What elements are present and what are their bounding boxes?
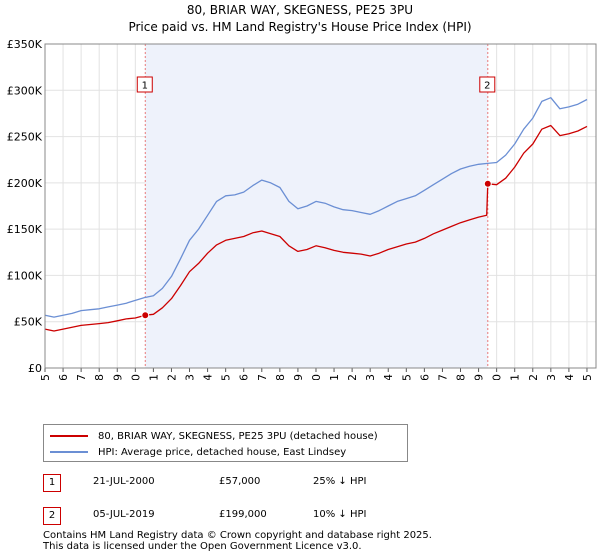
shaded-ownership-region — [144, 44, 489, 368]
x-tick-label: 2017 — [436, 374, 449, 380]
y-tick-label: £100K — [7, 269, 43, 282]
x-tick-label: 1999 — [111, 374, 124, 380]
legend-swatch-hpi — [50, 451, 88, 453]
transaction-hpi-diff: 10% ↓ HPI — [313, 509, 367, 520]
transaction-badge: 1 — [43, 474, 61, 492]
x-tick-label: 2002 — [165, 374, 178, 380]
chart-title: 80, BRIAR WAY, SKEGNESS, PE25 3PU — [186, 3, 414, 17]
y-tick-label: £300K — [7, 84, 43, 97]
legend-swatch-property — [50, 435, 88, 437]
x-tick-label: 2013 — [364, 374, 377, 380]
transaction-date: 21-JUL-2000 — [93, 476, 155, 487]
y-tick-label: £50K — [14, 316, 43, 329]
hpi-line — [44, 97, 588, 318]
x-tick-label: 2012 — [346, 374, 359, 380]
y-tick-label: £250K — [7, 131, 43, 144]
x-tick-label: 2025 — [581, 374, 594, 380]
x-tick-label: 2009 — [292, 374, 305, 380]
legend-label-property: 80, BRIAR WAY, SKEGNESS, PE25 3PU (detac… — [98, 430, 378, 442]
x-tick-label: 1996 — [57, 374, 70, 380]
plot-frame — [44, 43, 597, 369]
sale-label-box — [479, 76, 496, 93]
footer-licence: This data is licensed under the Open Gov… — [43, 541, 362, 552]
legend-item-hpi: HPI: Average price, detached house, East… — [50, 445, 346, 459]
legend-label-hpi: HPI: Average price, detached house, East… — [98, 446, 347, 458]
x-tick-label: 2021 — [509, 374, 522, 380]
y-tick-label: £200K — [7, 177, 43, 190]
sale-point — [141, 311, 150, 320]
sale-point — [483, 179, 492, 188]
x-tick-label: 2019 — [473, 374, 486, 380]
y-tick-label: £150K — [7, 223, 43, 236]
axes: £0 £50K £100K £150K £200K £250K £300K £350K 1995… — [7, 38, 597, 380]
footer-copyright: Contains HM Land Registry data © Crown c… — [43, 530, 432, 541]
x-tick-label: 2001 — [147, 374, 160, 380]
transaction-row-2: 2 05-JUL-2019 £199,000 10% ↓ HPI — [43, 507, 463, 525]
x-tick-label: 2007 — [256, 374, 269, 380]
x-tick-label: 1995 — [39, 374, 52, 380]
x-tick-label: 2006 — [238, 374, 251, 380]
transaction-hpi-diff: 25% ↓ HPI — [313, 476, 367, 487]
x-tick-label: 2016 — [418, 374, 431, 380]
x-tick-label: 2011 — [328, 374, 341, 380]
x-tick-label: 2014 — [382, 374, 395, 380]
x-tick-label: 2000 — [129, 374, 142, 380]
sale-label-box — [136, 76, 153, 93]
y-tick-label: £350K — [7, 38, 43, 51]
y-tick-label: £0 — [28, 362, 42, 375]
x-tick-label: 2005 — [220, 374, 233, 380]
x-tick-label: 2022 — [527, 374, 540, 380]
transaction-price: £57,000 — [219, 476, 261, 487]
x-tick-label: 2018 — [455, 374, 468, 380]
transaction-date: 05-JUL-2019 — [93, 509, 155, 520]
footer: Contains HM Land Registry data © Crown c… — [43, 530, 432, 552]
x-tick-label: 2004 — [202, 374, 215, 380]
x-tick-label: 1997 — [75, 374, 88, 380]
x-tick-label: 2023 — [545, 374, 558, 380]
x-tick-label: 2008 — [274, 374, 287, 380]
x-tick-label: 2020 — [491, 374, 504, 380]
x-tick-label: 1998 — [93, 374, 106, 380]
x-tick-label: 2003 — [184, 374, 197, 380]
transaction-badge: 2 — [43, 507, 61, 525]
x-tick-label: 2024 — [563, 374, 576, 380]
sale-label-text: 1 — [142, 81, 148, 92]
property-price-line — [44, 124, 588, 332]
price-chart: £0 £50K £100K £150K £200K £250K £300K £350K 1995… — [7, 38, 597, 380]
legend-item-property: 80, BRIAR WAY, SKEGNESS, PE25 3PU (detac… — [50, 429, 378, 443]
shaded-region — [145, 44, 488, 368]
chart-subtitle: Price paid vs. HM Land Registry's House … — [128, 20, 472, 34]
x-tick-label: 2010 — [310, 374, 323, 380]
sale-label-text: 2 — [484, 81, 490, 92]
transaction-price: £199,000 — [219, 509, 267, 520]
transaction-row-1: 1 21-JUL-2000 £57,000 25% ↓ HPI — [43, 474, 463, 492]
x-tick-label: 2015 — [400, 374, 413, 380]
legend: 80, BRIAR WAY, SKEGNESS, PE25 3PU (detac… — [43, 424, 408, 462]
series-lines — [44, 97, 588, 332]
